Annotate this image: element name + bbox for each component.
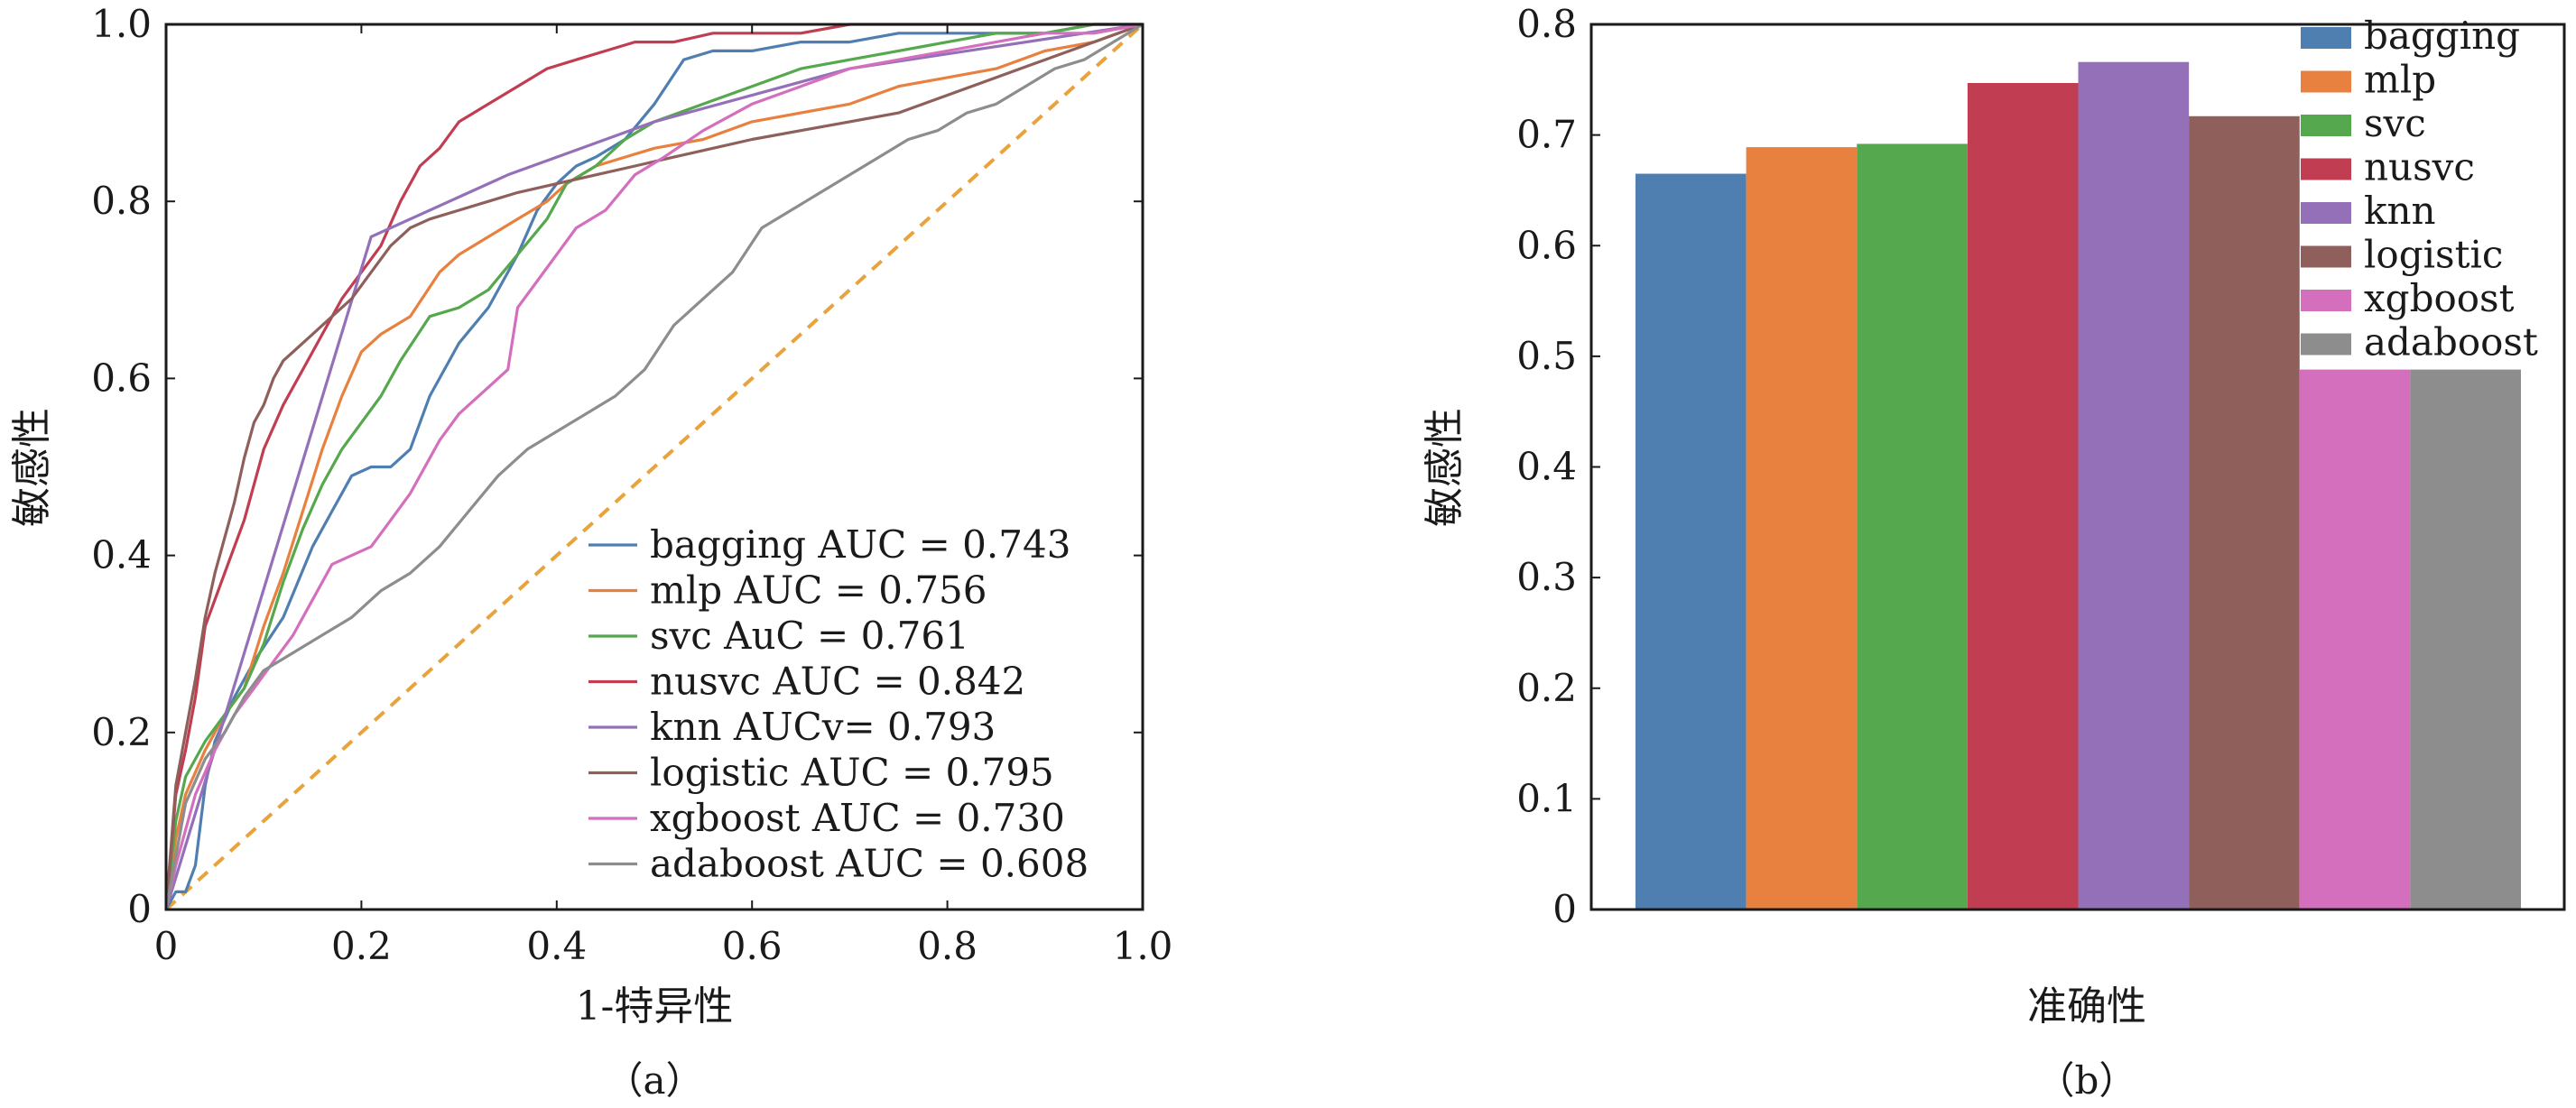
bar-y-axis-label: 敏感性 xyxy=(1422,408,1468,527)
bar-y-tick-label: 0.7 xyxy=(1516,113,1577,157)
bar-legend-label-mlp: mlp xyxy=(2364,58,2436,102)
roc-axis-ticks: 0 0.2 0.4 0.6 0.8 1.0 0 0.2 0.4 0.6 0.8 1.0 xyxy=(91,2,1172,968)
roc-legend-label-mlp: mlp AUC = 0.756 xyxy=(650,568,987,613)
roc-y-tick-label: 1.0 xyxy=(91,2,152,46)
roc-y-tick-label: 0.6 xyxy=(91,355,152,400)
bar-legend: baggingmlpsvcnusvcknnlogisticxgboostadab… xyxy=(2301,14,2538,365)
bar-adaboost xyxy=(2410,369,2521,910)
bar-legend-label-svc: svc xyxy=(2364,101,2426,145)
roc-legend-label-logistic: logistic AUC = 0.795 xyxy=(650,751,1054,795)
bar-mlp xyxy=(1746,147,1858,909)
bar-knn xyxy=(2078,61,2190,909)
bar-logistic xyxy=(2189,115,2300,909)
roc-legend-label-xgboost: xgboost AUC = 0.730 xyxy=(650,796,1065,840)
bar-legend-swatch-xgboost xyxy=(2301,290,2351,311)
bar-y-tick-label: 0 xyxy=(1552,887,1577,931)
roc-x-tick-label: 0.4 xyxy=(526,924,587,968)
roc-plot-frame xyxy=(164,23,1144,911)
roc-x-tick-label: 1.0 xyxy=(1113,924,1173,968)
roc-chance-line xyxy=(164,23,1144,911)
roc-curve-adaboost xyxy=(164,23,1144,910)
bar-y-tick-label: 0.6 xyxy=(1516,223,1577,267)
sensitivity-bars xyxy=(1635,61,2521,910)
roc-legend-label-nusvc: nusvc AUC = 0.842 xyxy=(650,660,1025,704)
roc-y-tick-label: 0.8 xyxy=(91,179,152,223)
roc-x-tick-label: 0.6 xyxy=(722,924,783,968)
roc-x-tick-label: 0.8 xyxy=(917,924,978,968)
bar-legend-swatch-knn xyxy=(2301,202,2351,224)
roc-legend-label-adaboost: adaboost AUC = 0.608 xyxy=(650,842,1089,886)
bar-legend-label-adaboost: adaboost xyxy=(2364,320,2538,365)
bar-xgboost xyxy=(2299,369,2411,910)
roc-curve-logistic xyxy=(164,23,1144,910)
bar-svc xyxy=(1857,143,1968,909)
bar-axis-ticks: 0 0.1 0.2 0.3 0.4 0.5 0.6 0.7 0.8 xyxy=(1516,2,1600,931)
bar-y-tick-label: 0.4 xyxy=(1516,445,1577,489)
bar-legend-swatch-bagging xyxy=(2301,27,2351,49)
bar-y-tick-label: 0.8 xyxy=(1516,2,1577,46)
bar-y-tick-label: 0.3 xyxy=(1516,555,1577,599)
roc-x-tick-label: 0 xyxy=(154,924,179,968)
bar-legend-label-nusvc: nusvc xyxy=(2364,145,2475,189)
roc-y-axis-label: 敏感性 xyxy=(9,408,55,527)
bar-legend-swatch-adaboost xyxy=(2301,333,2351,355)
roc-x-axis-label: 1-特异性 xyxy=(576,983,734,1030)
bar-legend-label-xgboost: xgboost xyxy=(2364,276,2515,320)
roc-x-tick-label: 0.2 xyxy=(331,924,392,968)
bar-y-tick-label: 0.2 xyxy=(1516,666,1577,710)
roc-curve-knn xyxy=(164,23,1144,910)
roc-y-tick-label: 0 xyxy=(127,887,152,931)
roc-y-tick-label: 0.4 xyxy=(91,533,152,577)
roc-curve-xgboost xyxy=(164,23,1144,910)
bar-y-tick-label: 0.5 xyxy=(1516,334,1577,378)
bar-legend-label-knn: knn xyxy=(2364,189,2436,233)
roc-curve-svc xyxy=(164,23,1143,910)
roc-legend-label-svc: svc AuC = 0.761 xyxy=(650,614,969,658)
bar-legend-swatch-svc xyxy=(2301,115,2351,136)
bar-legend-swatch-logistic xyxy=(2301,245,2351,268)
bar-caption: （b） xyxy=(2037,1058,2137,1103)
bar-legend-label-logistic: logistic xyxy=(2364,233,2503,277)
roc-legend-label-knn: knn AUCv= 0.793 xyxy=(650,705,996,749)
bar-legend-swatch-nusvc xyxy=(2301,158,2351,180)
bar-x-axis-label: 准确性 xyxy=(2027,983,2146,1030)
roc-curve-mlp xyxy=(164,23,1144,910)
bar-nusvc xyxy=(1967,82,2079,909)
bar-legend-swatch-mlp xyxy=(2301,70,2351,93)
roc-y-tick-label: 0.2 xyxy=(91,710,152,754)
sensitivity-bar-chart: 0 0.1 0.2 0.3 0.4 0.5 0.6 0.7 0.8 baggingmlpsvcn… xyxy=(1422,2,2566,1103)
bar-bagging xyxy=(1635,173,1747,909)
bar-legend-label-bagging: bagging xyxy=(2364,14,2520,58)
roc-legend-label-bagging: bagging AUC = 0.743 xyxy=(650,522,1070,567)
roc-chart: 0 0.2 0.4 0.6 0.8 1.0 0 0.2 0.4 0.6 0.8 1.0 bagging… xyxy=(9,2,1172,1103)
bar-y-tick-label: 0.1 xyxy=(1516,776,1577,820)
roc-caption: （a） xyxy=(605,1058,703,1103)
